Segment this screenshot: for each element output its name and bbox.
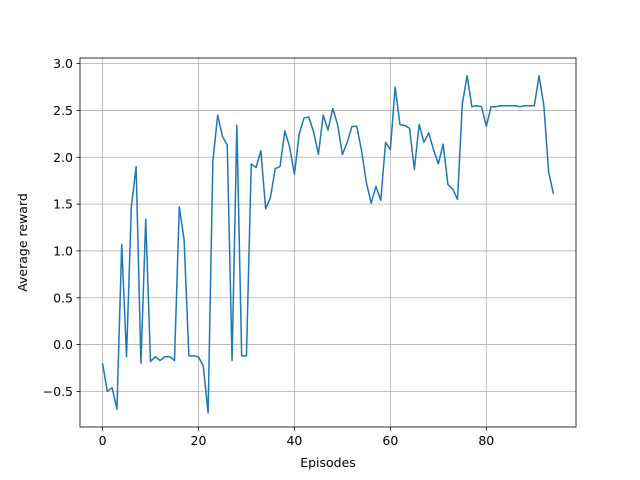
x-tick-label: 0 <box>99 433 107 448</box>
x-tick-label: 60 <box>382 433 398 448</box>
y-tick-label: 0.0 <box>53 337 73 352</box>
grid <box>80 58 576 427</box>
y-tick-label: 1.5 <box>53 197 73 212</box>
y-tick-label: −0.5 <box>43 384 73 399</box>
y-tick-label: 1.0 <box>53 243 73 258</box>
y-tick-label: 3.0 <box>53 56 73 71</box>
y-tick-label: 0.5 <box>53 290 73 305</box>
plot-frame <box>79 57 577 428</box>
x-tick-label: 40 <box>286 433 302 448</box>
y-tick-label: 2.0 <box>53 150 73 165</box>
x-axis-label: Episodes <box>300 455 356 470</box>
series-line <box>101 75 555 414</box>
y-axis-label: Average reward <box>15 193 30 292</box>
x-tick-label: 20 <box>191 433 207 448</box>
ticks: 0 20 40 60 80 −0.5 0.0 0.5 1.0 1.5 2.0 2.5 3.0 <box>43 56 495 448</box>
y-tick-label: 2.5 <box>53 103 73 118</box>
x-tick-label: 80 <box>478 433 494 448</box>
